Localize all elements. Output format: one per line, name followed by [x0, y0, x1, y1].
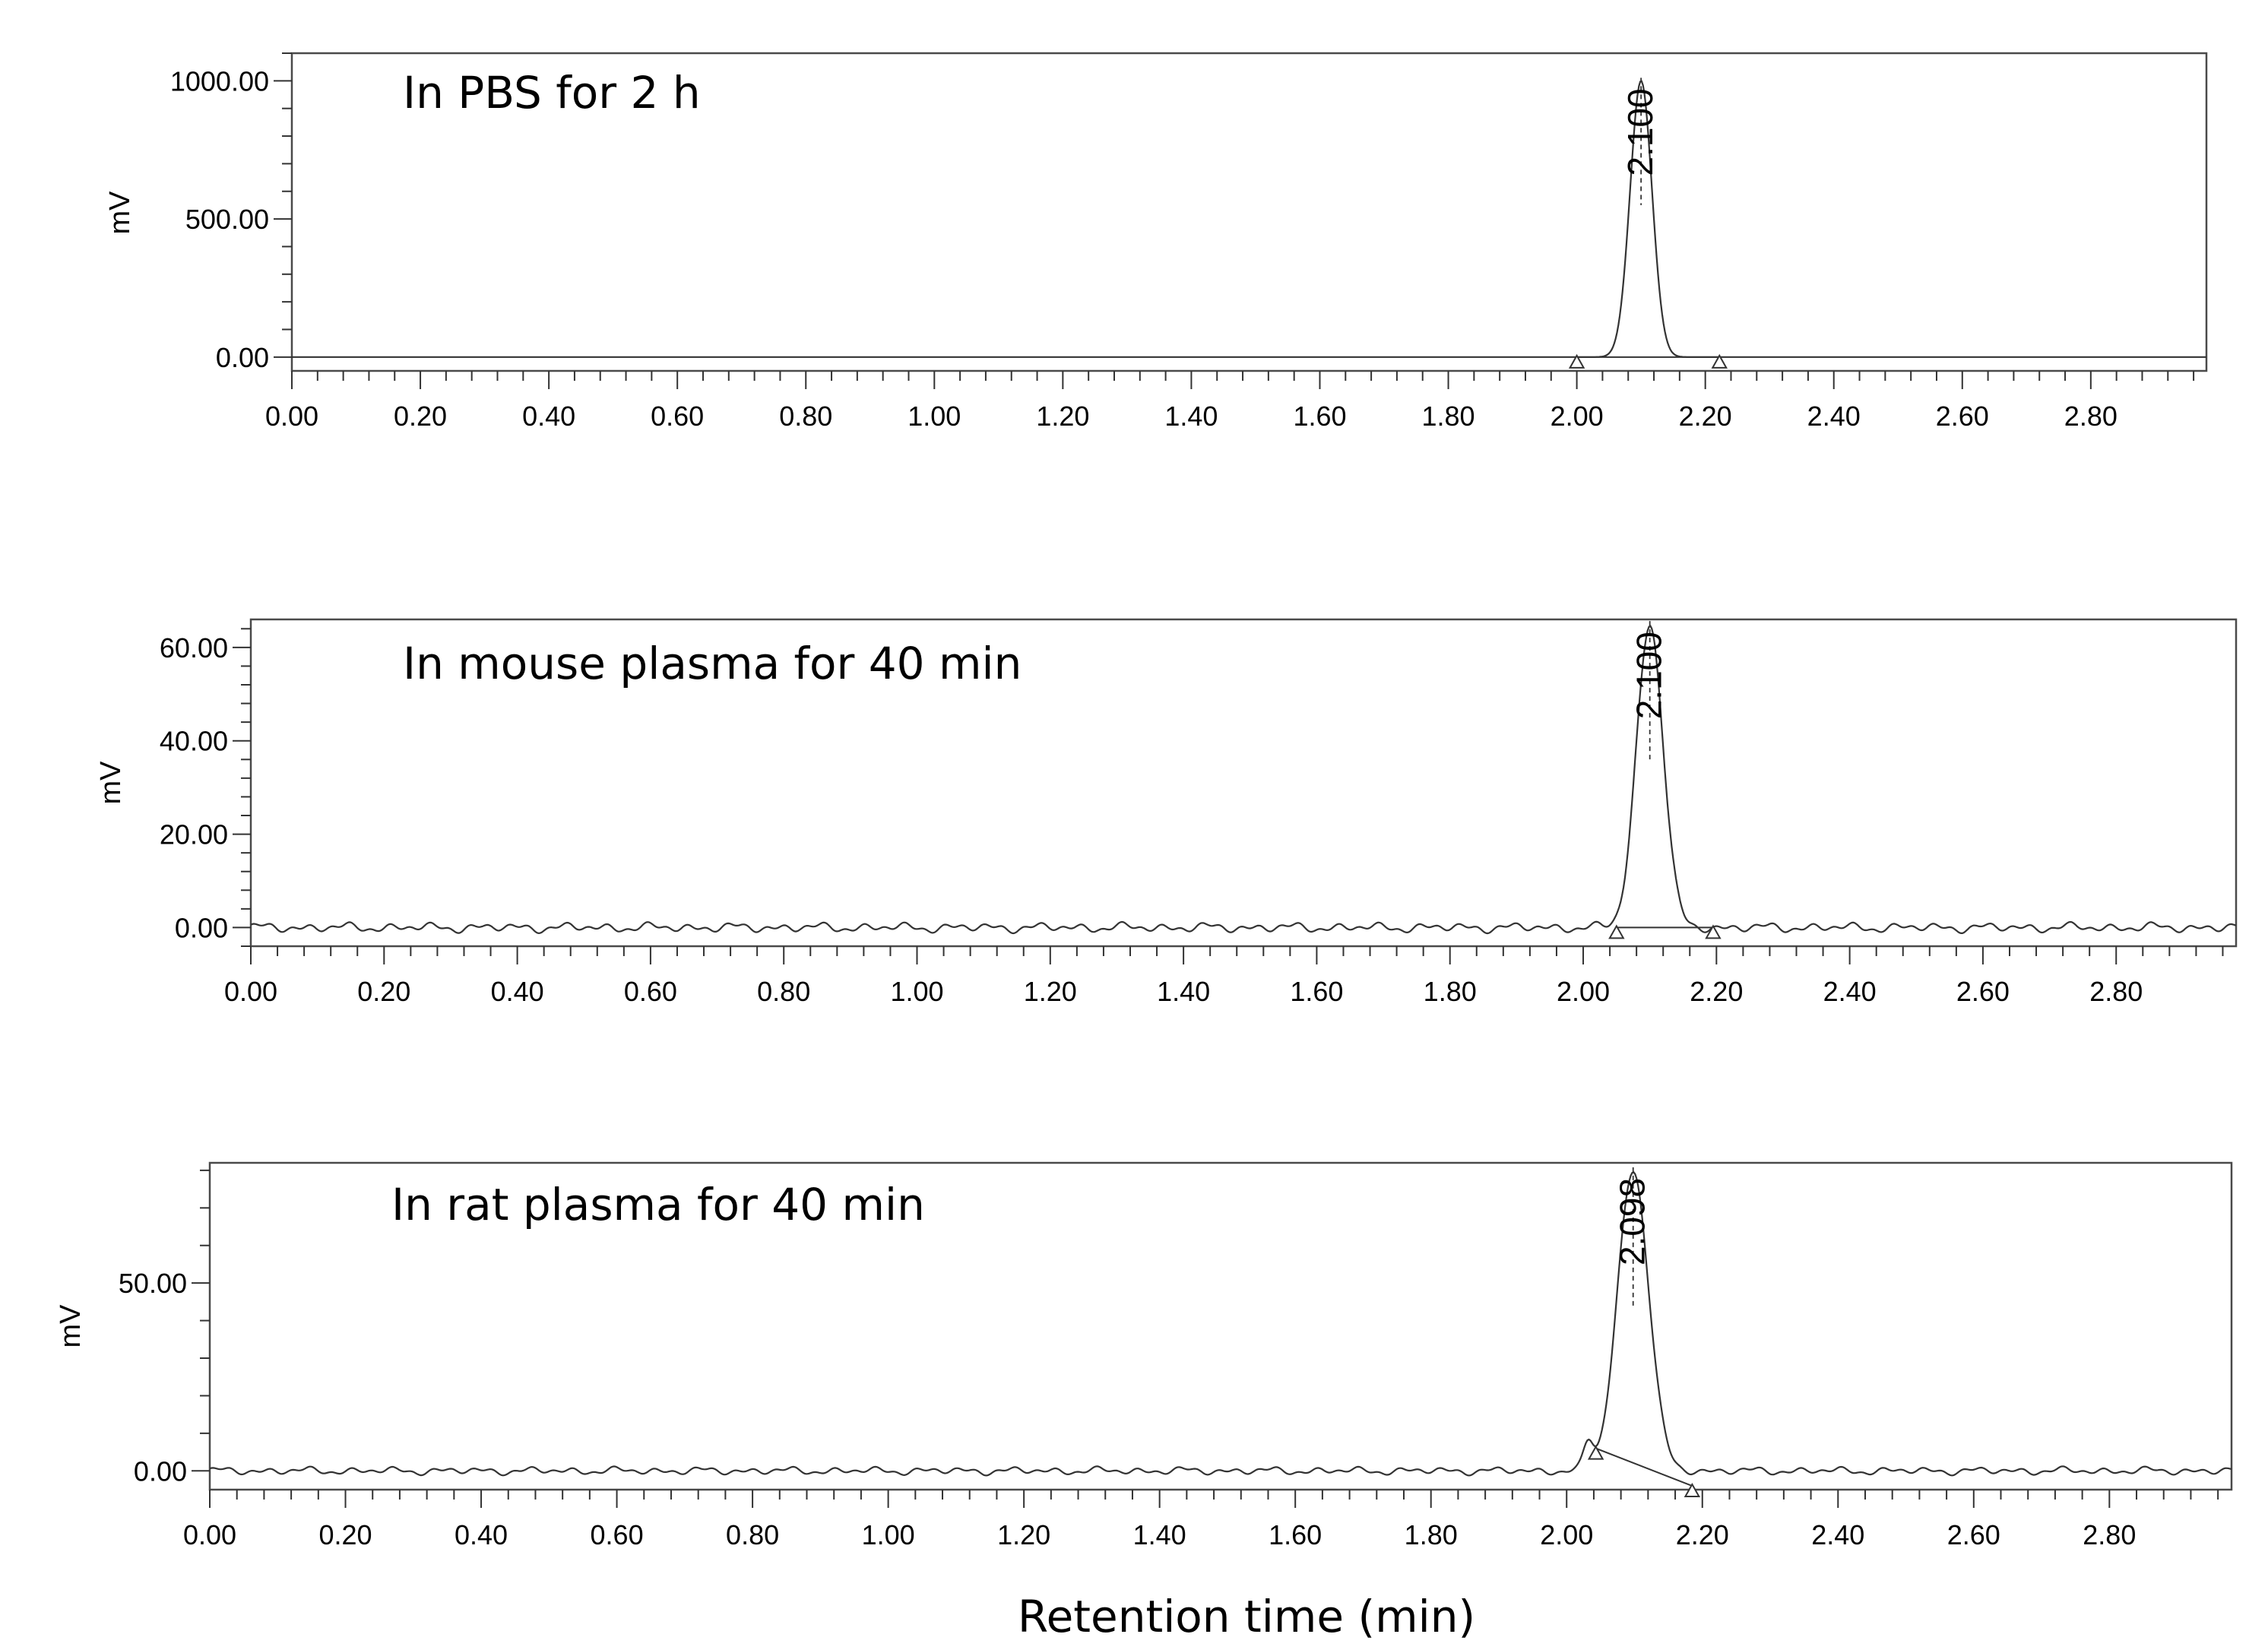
- x-tick-label: 2.40: [1811, 1519, 1864, 1550]
- x-tick-label: 0.40: [522, 401, 575, 432]
- x-tick-label: 1.20: [1024, 976, 1077, 1007]
- baseline-marker-icon: [1587, 1445, 1604, 1460]
- x-tick-label: 1.60: [1290, 976, 1343, 1007]
- plot-frame: [208, 1161, 2233, 1491]
- x-tick-label: 2.00: [1540, 1519, 1593, 1550]
- x-axis-title: Retention time (min): [1018, 1591, 1475, 1642]
- x-tick-label: 2.20: [1676, 1519, 1729, 1550]
- chart-panel-2: In mouse plasma for 40 min mV 0.00 0.20 0.40…: [95, 618, 2238, 1007]
- panel-title: In PBS for 2 h: [403, 67, 701, 119]
- x-tick-label: 1.00: [862, 1519, 915, 1550]
- x-tick-label: 0.80: [757, 976, 810, 1007]
- y-tick-label: 0.00: [216, 342, 269, 373]
- y-axis-label: mV: [104, 191, 136, 235]
- x-tick-label: 2.80: [2064, 401, 2118, 432]
- x-tick-label: 1.60: [1293, 401, 1346, 432]
- y-axis-label: mV: [55, 1304, 87, 1348]
- x-tick-label: 0.80: [779, 401, 832, 432]
- x-tick-label: 0.20: [318, 1519, 372, 1550]
- x-tick-label: 0.80: [726, 1519, 779, 1550]
- x-tick-label: 0.60: [624, 976, 677, 1007]
- y-tick-label: 40.00: [160, 726, 228, 757]
- x-tick-label: 0.40: [491, 976, 544, 1007]
- y-tick-label: 20.00: [160, 819, 228, 850]
- x-tick-label: 1.40: [1157, 976, 1210, 1007]
- y-tick-label: 60.00: [160, 632, 228, 663]
- x-tick-label: 1.80: [1422, 401, 1475, 432]
- x-tick-label: 1.00: [908, 401, 961, 432]
- x-tick-label: 2.80: [2089, 976, 2143, 1007]
- x-tick-label: 1.40: [1164, 401, 1218, 432]
- baseline-marker-icon: [1684, 1483, 1701, 1498]
- baseline-marker-icon: [1705, 924, 1722, 939]
- y-tick-label: 0.00: [175, 912, 228, 943]
- x-tick-label: 2.60: [1947, 1519, 2000, 1550]
- x-tick-label: 0.40: [455, 1519, 508, 1550]
- x-tick-label: 0.60: [591, 1519, 644, 1550]
- x-tick-label: 2.40: [1807, 401, 1861, 432]
- panel-title: In mouse plasma for 40 min: [403, 638, 1022, 689]
- peak-retention-label: 2.098: [1613, 1178, 1652, 1265]
- panel-title: In rat plasma for 40 min: [391, 1179, 925, 1230]
- plot-frame: [249, 618, 2238, 948]
- x-tick-label: 2.00: [1557, 976, 1610, 1007]
- chromatogram-trace: [209, 1170, 2232, 1477]
- x-tick-label: 2.40: [1823, 976, 1877, 1007]
- x-tick-label: 0.20: [394, 401, 447, 432]
- x-tick-label: 2.60: [1936, 401, 1989, 432]
- x-tick-label: 1.80: [1405, 1519, 1458, 1550]
- x-tick-label: 0.00: [224, 976, 277, 1007]
- y-tick-label: 0.00: [134, 1455, 187, 1487]
- baseline-marker-icon: [1568, 353, 1585, 369]
- baseline-marker-icon: [1608, 924, 1625, 939]
- x-tick-label: 2.20: [1679, 401, 1732, 432]
- integration-baseline: [1595, 1447, 1693, 1487]
- x-tick-label: 2.20: [1690, 976, 1743, 1007]
- x-tick-label: 1.40: [1133, 1519, 1186, 1550]
- x-tick-label: 0.20: [357, 976, 410, 1007]
- y-tick-label: 1000.00: [170, 65, 269, 97]
- x-tick-label: 1.00: [890, 976, 943, 1007]
- y-tick-label: 500.00: [185, 204, 269, 235]
- x-tick-label: 0.60: [651, 401, 704, 432]
- peak-retention-label: 2.100: [1630, 632, 1669, 719]
- x-tick-label: 1.80: [1424, 976, 1477, 1007]
- x-tick-label: 1.20: [1036, 401, 1089, 432]
- baseline-marker-icon: [1711, 353, 1728, 369]
- x-tick-label: 1.60: [1269, 1519, 1322, 1550]
- chart-panel-3: In rat plasma for 40 min mV 0.00 0.20 0.40 0.…: [55, 1161, 2233, 1550]
- plot-frame: [290, 52, 2208, 372]
- y-tick-label: 50.00: [119, 1268, 187, 1299]
- x-tick-label: 0.00: [265, 401, 318, 432]
- x-tick-label: 2.00: [1551, 401, 1604, 432]
- peak-retention-label: 2.100: [1620, 88, 1660, 176]
- chart-panel-1: In PBS for 2 h mV 0.00 0.20 0.40 0.60 0.80 1.00…: [104, 52, 2208, 432]
- y-axis-label: mV: [95, 761, 127, 805]
- x-tick-label: 0.00: [183, 1519, 236, 1550]
- x-tick-label: 1.20: [997, 1519, 1050, 1550]
- x-tick-label: 2.80: [2083, 1519, 2136, 1550]
- x-tick-label: 2.60: [1956, 976, 2010, 1007]
- chromatogram-trace: [250, 625, 2237, 935]
- chromatogram-trace: [292, 80, 2206, 358]
